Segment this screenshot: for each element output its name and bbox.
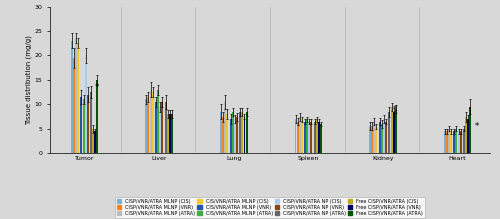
Bar (80, 97, 82, 153)
Bar (71, 41, 73, 153)
Bar (456, 129, 458, 153)
Bar (467, 119, 469, 153)
Bar (169, 114, 171, 153)
Text: *: * (393, 105, 398, 114)
Bar (230, 119, 232, 153)
Bar (296, 122, 298, 153)
Bar (446, 131, 448, 153)
Bar (394, 109, 396, 153)
Bar (316, 119, 318, 153)
Bar (86, 95, 88, 153)
Bar (454, 131, 456, 153)
Bar (444, 131, 446, 153)
Bar (232, 112, 234, 153)
Bar (165, 102, 166, 153)
Bar (310, 122, 312, 153)
Bar (458, 131, 460, 153)
Bar (294, 119, 296, 153)
Bar (376, 126, 378, 153)
Bar (246, 112, 248, 153)
Bar (90, 92, 92, 153)
Bar (150, 90, 152, 153)
Bar (92, 129, 94, 153)
Bar (242, 112, 244, 153)
Bar (82, 99, 84, 153)
Bar (155, 102, 157, 153)
Bar (226, 114, 228, 153)
Text: *: * (475, 122, 480, 131)
Bar (73, 58, 75, 153)
Bar (463, 129, 465, 153)
Bar (383, 119, 385, 153)
Bar (379, 122, 381, 153)
Bar (374, 122, 375, 153)
Bar (146, 99, 148, 153)
Bar (460, 131, 462, 153)
Legend: CISP/VNR/ATRA MLNP (CIS), CISP/VNR/ATRA MLNP (VNR), CISP/VNR/ATRA MLNP (ATRA), C: CISP/VNR/ATRA MLNP (CIS), CISP/VNR/ATRA … (115, 197, 425, 218)
Bar (159, 107, 161, 153)
Bar (224, 102, 226, 153)
Bar (240, 112, 242, 153)
Bar (75, 38, 77, 153)
Bar (148, 97, 150, 153)
Bar (298, 117, 300, 153)
Bar (371, 126, 373, 153)
Bar (301, 119, 303, 153)
Bar (392, 112, 394, 153)
Bar (369, 126, 371, 153)
Bar (244, 117, 246, 153)
Bar (390, 107, 392, 153)
Bar (450, 131, 452, 153)
Bar (385, 122, 387, 153)
Bar (308, 122, 310, 153)
Bar (152, 92, 154, 153)
Bar (234, 119, 236, 153)
Bar (314, 122, 316, 153)
Bar (306, 119, 308, 153)
Bar (77, 43, 79, 153)
Bar (171, 114, 173, 153)
Bar (84, 55, 86, 153)
Bar (222, 117, 224, 153)
Bar (162, 102, 164, 153)
Bar (220, 112, 222, 153)
Bar (465, 117, 467, 153)
Bar (304, 122, 306, 153)
Text: *: * (95, 83, 99, 92)
Bar (157, 90, 159, 153)
Bar (470, 107, 472, 153)
Bar (167, 114, 169, 153)
Y-axis label: Tissue distribution (mg/g): Tissue distribution (mg/g) (25, 35, 32, 125)
Bar (318, 122, 320, 153)
Bar (236, 117, 238, 153)
Bar (448, 129, 450, 153)
Bar (320, 124, 322, 153)
Bar (96, 80, 98, 153)
Bar (381, 124, 383, 153)
Bar (94, 131, 96, 153)
Bar (388, 112, 390, 153)
